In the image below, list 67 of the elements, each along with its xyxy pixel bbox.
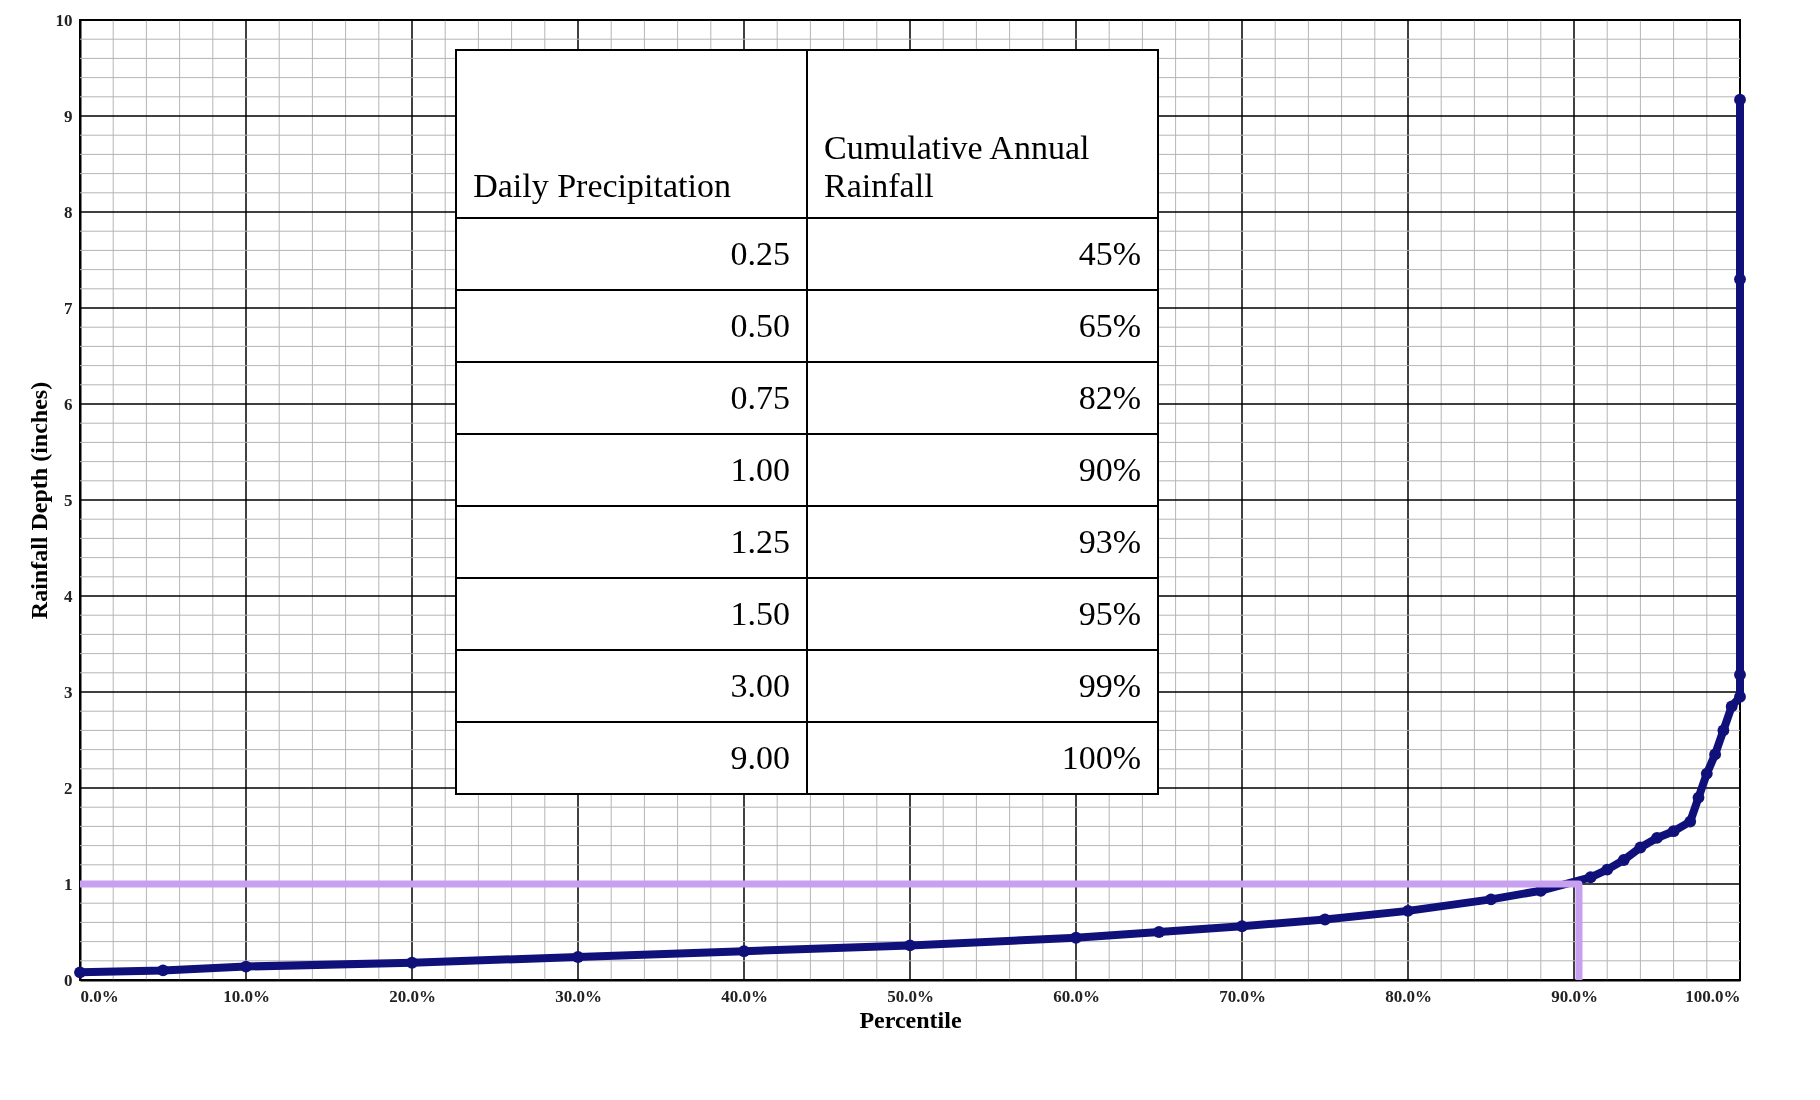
annotation: 1.00 xyxy=(456,433,808,506)
y-tick-label: 7 xyxy=(64,298,73,318)
point xyxy=(1684,815,1697,828)
x-tick-label: 30.0% xyxy=(555,986,602,1006)
point xyxy=(738,945,750,958)
x-tick-label: 100.0% xyxy=(1685,986,1741,1006)
point xyxy=(1692,791,1705,804)
point xyxy=(406,956,418,969)
x-tick-label: 60.0% xyxy=(1053,986,1100,1006)
x-axis-title: Percentile xyxy=(859,1006,962,1033)
annotation: 65% xyxy=(807,289,1158,362)
point xyxy=(157,964,169,977)
point xyxy=(1584,871,1597,884)
point xyxy=(1634,841,1647,854)
point xyxy=(1236,920,1248,933)
x-tick-label: 10.0% xyxy=(223,986,270,1006)
y-tick-label: 4 xyxy=(64,586,73,606)
annotation: 99% xyxy=(807,649,1158,722)
x-tick-label: 90.0% xyxy=(1551,986,1598,1006)
annotation: 0.75 xyxy=(456,361,808,434)
point xyxy=(1402,904,1414,917)
point xyxy=(1485,893,1497,906)
point xyxy=(1700,767,1713,780)
annotation: 3.00 xyxy=(456,649,808,722)
x-tick-label: 80.0% xyxy=(1385,986,1432,1006)
annotation: 95% xyxy=(807,577,1158,650)
annotation: 9.00 xyxy=(456,721,808,794)
y-tick-label: 0 xyxy=(64,970,73,990)
y-tick-label: 5 xyxy=(64,490,73,510)
annotation: 45% xyxy=(807,217,1158,290)
y-axis-title: Rainfall Depth (inches) xyxy=(25,381,52,620)
annotation: 0.25 xyxy=(456,217,808,290)
y-tick-label: 2 xyxy=(64,778,73,798)
point xyxy=(572,951,584,963)
point xyxy=(1617,854,1630,866)
y-tick-label: 1 xyxy=(64,874,73,894)
annotation: 100% xyxy=(807,721,1158,794)
annotation: 82% xyxy=(807,361,1158,434)
annotation: 1.50 xyxy=(456,577,808,650)
annotation: 90% xyxy=(807,433,1158,506)
y-tick-label: 9 xyxy=(64,106,73,126)
point xyxy=(1725,700,1738,713)
x-tick-label: 40.0% xyxy=(721,986,768,1006)
point xyxy=(1651,832,1663,844)
x-tick-label: 0.0% xyxy=(80,986,119,1006)
annotation: Daily Precipitation xyxy=(456,49,808,218)
annotation: Cumulative Annual Rainfall xyxy=(807,49,1158,218)
annotation: 0.50 xyxy=(456,289,808,362)
point xyxy=(904,939,916,952)
y-tick-label: 8 xyxy=(64,202,73,222)
point xyxy=(1667,825,1680,838)
x-tick-label: 20.0% xyxy=(389,986,436,1006)
y-tick-label: 6 xyxy=(64,394,73,414)
y-tick-label: 10 xyxy=(55,10,73,30)
point xyxy=(1601,863,1614,876)
x-tick-label: 70.0% xyxy=(1219,986,1266,1006)
point xyxy=(1153,926,1165,938)
point xyxy=(74,966,86,979)
y-tick-label: 3 xyxy=(64,682,73,702)
point xyxy=(1717,724,1730,737)
annotation: 1.25 xyxy=(456,505,808,578)
x-tick-label: 50.0% xyxy=(887,986,934,1006)
point xyxy=(1319,913,1331,926)
point xyxy=(1070,931,1082,944)
annotation: 93% xyxy=(807,505,1158,578)
point xyxy=(1709,748,1722,761)
point xyxy=(240,960,252,973)
